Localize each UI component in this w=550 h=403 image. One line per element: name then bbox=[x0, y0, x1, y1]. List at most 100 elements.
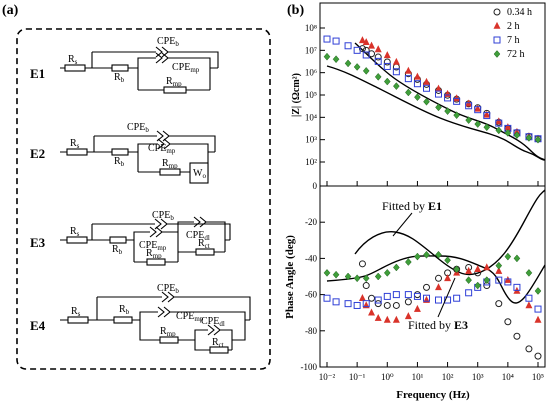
phase-point bbox=[362, 274, 370, 283]
phase-point bbox=[374, 300, 382, 308]
circuit-e4-label: E4 bbox=[30, 318, 46, 333]
impedance-point bbox=[358, 45, 366, 53]
label-rct: Rct bbox=[198, 238, 210, 250]
resistor-rs bbox=[64, 64, 86, 72]
impedance-point bbox=[362, 38, 370, 46]
circuit-frame bbox=[16, 28, 271, 370]
label-cpemp: CPEmp bbox=[176, 311, 204, 323]
phase-point bbox=[444, 296, 452, 304]
resistor-rmp bbox=[159, 168, 181, 176]
impedance-point bbox=[495, 126, 503, 135]
x-tick-label: 10⁴ bbox=[502, 372, 514, 382]
legend-label-3: 72 h bbox=[507, 49, 525, 60]
phase-point bbox=[374, 313, 382, 321]
label-w: Wo bbox=[193, 168, 206, 180]
phase-point bbox=[413, 304, 421, 312]
phase-point bbox=[353, 274, 361, 283]
annotation-arrow-e3 bbox=[437, 277, 456, 318]
phase-point bbox=[362, 282, 370, 290]
impedance-series-2 bbox=[323, 35, 542, 143]
phase-point bbox=[444, 256, 451, 265]
legend-label-2: 7 h bbox=[507, 35, 520, 46]
label-rs: Rs bbox=[70, 138, 80, 150]
x-tick-label: 10⁰ bbox=[381, 372, 394, 382]
impedance-point bbox=[362, 51, 370, 59]
label-cpemp: CPEmp bbox=[148, 143, 176, 155]
cpe-dl-symbol bbox=[207, 324, 226, 336]
impedance-point bbox=[504, 129, 512, 137]
impedance-point bbox=[405, 88, 412, 97]
phase-point bbox=[413, 292, 421, 300]
impedance-point bbox=[393, 82, 400, 90]
phase-point bbox=[465, 266, 473, 274]
phase-point bbox=[453, 294, 461, 302]
label-rmp: Rmp bbox=[162, 158, 178, 170]
label-rb: Rb bbox=[112, 244, 123, 256]
phase-point bbox=[368, 294, 376, 302]
phase-series-1 bbox=[358, 263, 542, 323]
impedance-series-3 bbox=[323, 52, 542, 144]
impedance-point bbox=[513, 131, 521, 139]
y-tick-label: 10⁷ bbox=[305, 45, 317, 55]
y-tick-label: 0 bbox=[313, 181, 318, 191]
phase-point bbox=[504, 318, 512, 326]
y-tick-label: -60 bbox=[305, 290, 317, 300]
label-rs: Rs bbox=[71, 306, 81, 318]
phase-point bbox=[434, 296, 442, 304]
resistor-rct bbox=[195, 248, 215, 256]
y-tick-label: -80 bbox=[305, 326, 317, 336]
y-tick-label: -20 bbox=[305, 217, 317, 227]
y-tick-label: 10⁵ bbox=[305, 90, 317, 100]
phase-point bbox=[513, 254, 521, 263]
phase-point bbox=[474, 265, 482, 273]
impedance-point bbox=[374, 57, 382, 65]
phase-point bbox=[332, 270, 340, 279]
phase-point bbox=[374, 296, 382, 304]
phase-point bbox=[405, 258, 412, 266]
impedance-point bbox=[362, 46, 370, 54]
impedance-point bbox=[423, 77, 430, 85]
phase-point bbox=[483, 263, 491, 271]
circuit-e1: E1 Rs CPEb Rb CPEmp Rmp bbox=[30, 36, 219, 94]
impedance-point bbox=[483, 123, 491, 132]
legend-marker-2 bbox=[493, 36, 501, 44]
legend-marker-0 bbox=[493, 8, 501, 16]
phase-y-label: Phase Angle (deg) bbox=[284, 235, 296, 319]
phase-point bbox=[358, 294, 366, 302]
impedance-point bbox=[453, 97, 461, 105]
phase-point bbox=[413, 291, 421, 299]
phase-point bbox=[392, 315, 400, 323]
label-rct: Rct bbox=[212, 337, 224, 349]
impedance-point bbox=[323, 35, 331, 43]
impedance-point bbox=[374, 72, 382, 81]
phase-point bbox=[513, 283, 521, 291]
phase-point bbox=[383, 301, 391, 309]
phase-plot-frame bbox=[319, 185, 546, 368]
impedance-point bbox=[483, 112, 491, 120]
impedance-fit-curve-b bbox=[354, 42, 546, 161]
legend-marker-1 bbox=[493, 21, 501, 29]
frequency-x-ticks: 10⁻² 10⁻¹ 10⁰ 10¹ 10² 10³ 10⁴ 10⁵ bbox=[319, 181, 544, 382]
impedance-point bbox=[474, 120, 482, 128]
label-cpedl: CPEdl bbox=[201, 316, 225, 328]
label-cpeb: CPEb bbox=[157, 36, 179, 48]
phase-point bbox=[465, 276, 472, 285]
phase-point bbox=[434, 274, 442, 282]
impedance-point bbox=[383, 51, 391, 59]
phase-point bbox=[392, 291, 400, 299]
phase-point bbox=[504, 252, 512, 261]
y-tick-label: -40 bbox=[305, 253, 317, 263]
resistor-rb bbox=[109, 236, 127, 244]
impedance-point bbox=[414, 93, 421, 102]
phase-point bbox=[423, 283, 431, 291]
impedance-point bbox=[474, 104, 482, 112]
impedance-point bbox=[332, 55, 340, 64]
impedance-point bbox=[344, 42, 352, 50]
panel-a: (a) E1 Rs CPEb Rb CPEmp Rmp E2 bbox=[2, 3, 271, 370]
impedance-point bbox=[434, 90, 442, 98]
cpe-mp-symbol bbox=[157, 306, 176, 318]
cpe-b-symbol bbox=[161, 291, 180, 303]
phase-point bbox=[435, 250, 442, 259]
impedance-point bbox=[474, 106, 482, 114]
